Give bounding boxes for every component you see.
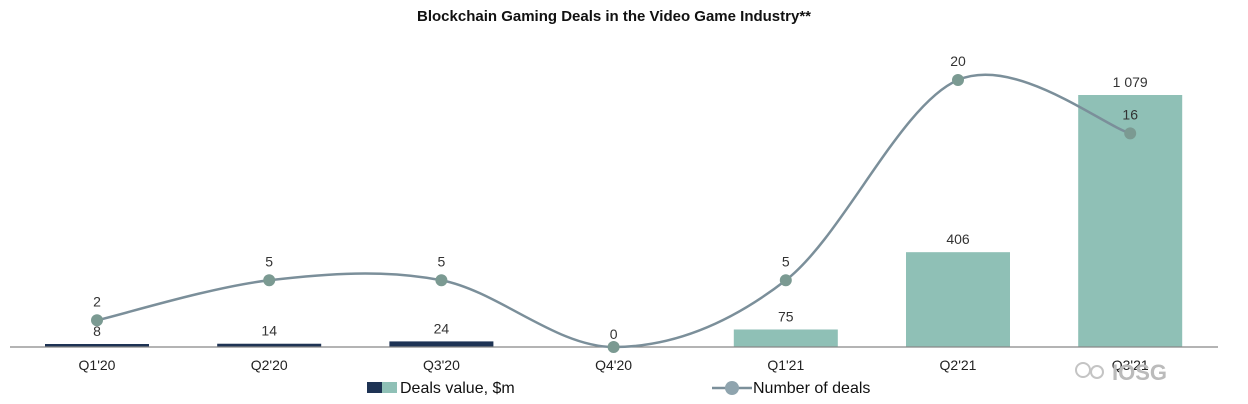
- deals-count-marker-2: [435, 274, 448, 287]
- bar-1: [217, 343, 322, 347]
- x-tick-label-1: Q2'20: [251, 357, 288, 373]
- watermark-logo-icon: [1075, 362, 1091, 378]
- bar-2: [389, 341, 494, 347]
- x-tick-label-2: Q3'20: [423, 357, 460, 373]
- watermark: IOSG: [1075, 360, 1167, 385]
- bar-4: [733, 329, 838, 347]
- deals-count-marker-3: [607, 341, 620, 353]
- deals-count-label-5: 20: [950, 53, 966, 69]
- legend-swatch-bar-light: [382, 382, 397, 393]
- deals-count-label-4: 5: [782, 253, 790, 269]
- bar-value-label-6: 1 079: [1113, 74, 1148, 90]
- legend-label-deals-value: Deals value, $m: [400, 380, 515, 397]
- x-tick-labels: Q1'20 Q2'20 Q3'20 Q4'20 Q1'21 Q2'21 Q3'21: [79, 357, 1149, 373]
- x-tick-label-4: Q1'21: [767, 357, 804, 373]
- deals-count-marker-1: [263, 274, 276, 287]
- bar-0: [45, 344, 149, 347]
- x-tick-label-5: Q2'21: [940, 357, 977, 373]
- deals-count-marker-5: [952, 74, 964, 86]
- legend: Deals value, $m Number of deals: [367, 380, 870, 397]
- deals-count-marker-6: [1124, 127, 1137, 140]
- bar-value-label-4: 75: [778, 308, 794, 324]
- bars-layer: 8 14 24 0 75 406 1 079: [45, 74, 1183, 347]
- bar-value-label-3: 0: [610, 326, 618, 342]
- bar-value-label-5: 406: [946, 231, 970, 247]
- x-tick-label-3: Q4'20: [595, 357, 632, 373]
- deals-count-label-2: 5: [438, 253, 446, 269]
- deals-count-marker-0: [91, 314, 103, 327]
- legend-swatch-marker: [725, 381, 739, 395]
- deals-count-label-0: 2: [93, 293, 101, 309]
- bar-value-label-0: 8: [93, 323, 101, 339]
- x-tick-label-0: Q1'20: [79, 357, 116, 373]
- bar-value-label-2: 24: [434, 320, 450, 336]
- chart-title: Blockchain Gaming Deals in the Video Gam…: [417, 8, 811, 25]
- legend-swatch-bar-dark: [367, 382, 382, 393]
- bar-5: [906, 252, 1010, 347]
- legend-label-number-of-deals: Number of deals: [753, 380, 870, 397]
- deals-count-label-6: 16: [1122, 106, 1138, 122]
- watermark-text: IOSG: [1112, 360, 1167, 385]
- deals-count-label-1: 5: [265, 253, 273, 269]
- deals-count-line-layer: 2 5 5 5 20 16: [91, 53, 1138, 353]
- x-tick-label-6: Q3'21: [1112, 357, 1149, 373]
- watermark-logo-icon-2: [1090, 365, 1104, 379]
- deals-count-marker-4: [779, 274, 792, 287]
- bar-value-label-1: 14: [261, 323, 277, 339]
